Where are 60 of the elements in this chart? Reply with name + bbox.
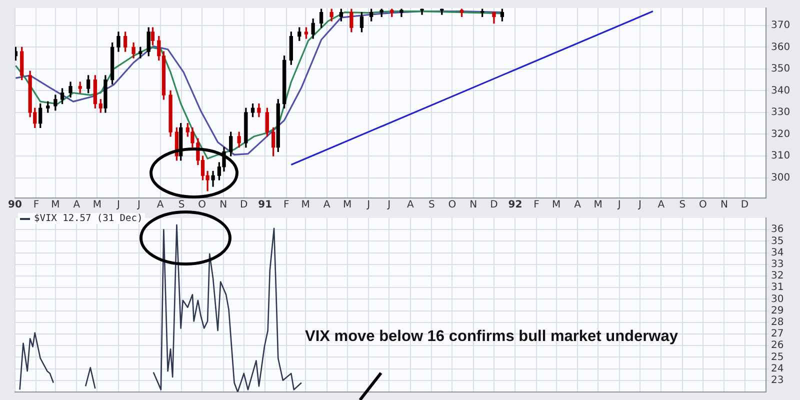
x-tick-label: 91 <box>258 200 272 211</box>
x-tick-label: A <box>323 200 330 211</box>
x-tick-label: S <box>679 200 686 211</box>
y-tick-label: 33 <box>771 258 784 270</box>
x-tick-label: 92 <box>508 200 522 211</box>
x-tick-label: F <box>33 200 40 211</box>
x-tick-label: J <box>366 200 370 211</box>
x-tick-label: A <box>658 200 665 211</box>
x-tick-label: O <box>448 200 456 211</box>
y-tick-label: 25 <box>771 352 784 363</box>
y-tick-label: 300 <box>771 172 790 184</box>
x-tick-label: D <box>240 200 248 211</box>
x-tick-label: S <box>178 200 185 211</box>
y-tick-label: 350 <box>771 64 790 75</box>
x-tick-label: N <box>220 200 228 211</box>
y-tick-label: 29 <box>771 305 784 316</box>
x-tick-label: J <box>616 200 621 211</box>
y-tick-label: 30 <box>771 294 784 305</box>
x-tick-label: M <box>301 200 310 211</box>
x-tick-label: J <box>136 200 140 211</box>
y-tick-label: 27 <box>771 328 784 340</box>
x-tick-label: A <box>574 200 582 211</box>
y-tick-label: 35 <box>771 236 784 247</box>
y-tick-label: 340 <box>771 85 790 96</box>
x-tick-label: S <box>428 200 435 211</box>
x-tick-label: D <box>740 200 749 211</box>
annotation: VIX move below 16 confirms bull market underway <box>305 328 678 346</box>
y-tick-label: 24 <box>771 363 784 374</box>
y-tick-label: 36 <box>771 224 784 236</box>
y-tick-label: 32 <box>771 270 784 282</box>
x-tick-label: 90 <box>8 200 22 211</box>
x-tick-label: M <box>51 200 60 211</box>
x-tick-label: D <box>490 200 498 211</box>
y-tick-label: 26 <box>771 340 784 352</box>
x-tick-label: A <box>156 200 164 211</box>
y-tick-label: 360 <box>771 42 790 53</box>
x-tick-label: J <box>386 200 391 211</box>
x-tick-label: J <box>116 200 120 211</box>
x-tick-label: O <box>699 200 708 211</box>
x-tick-label: N <box>720 200 728 211</box>
x-tick-label: M <box>92 200 102 211</box>
x-tick-label: A <box>406 200 414 211</box>
x-tick-label: M <box>343 200 352 211</box>
x-tick-label: F <box>534 200 540 211</box>
x-tick-label: O <box>198 200 206 211</box>
y-tick-label: 320 <box>771 128 790 140</box>
x-tick-label: N <box>470 200 478 211</box>
y-tick-label: 28 <box>771 316 784 328</box>
x-tick-label: F <box>283 200 290 211</box>
x-tick-label: M <box>552 200 561 211</box>
y-tick-label: 34 <box>771 247 784 258</box>
x-tick-label: J <box>637 200 642 211</box>
y-tick-label: 330 <box>771 107 790 118</box>
x-tick-label: M <box>594 200 602 211</box>
legend-label: $VIX 12.57 (31 Dec) <box>34 213 143 224</box>
y-tick-label: 23 <box>771 374 784 386</box>
y-tick-label: 310 <box>771 150 790 162</box>
y-tick-label: 31 <box>771 282 784 294</box>
x-tick-label: A <box>73 200 80 211</box>
y-tick-label: 370 <box>771 20 790 32</box>
